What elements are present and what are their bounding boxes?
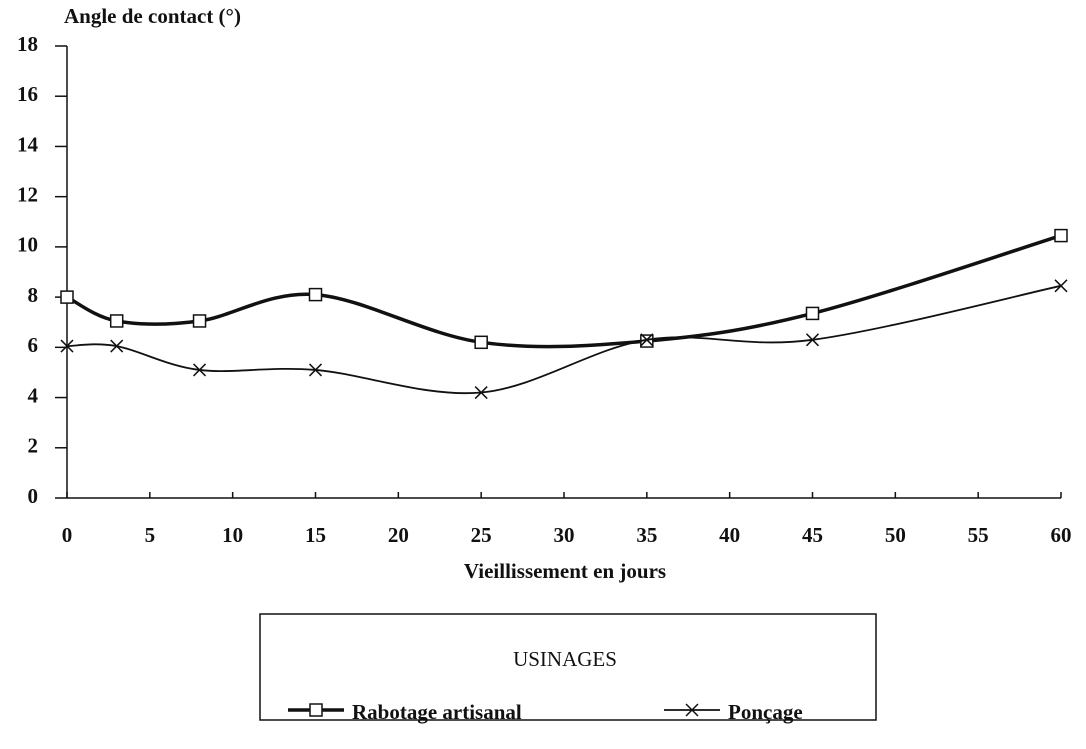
x-tick-label: 10 xyxy=(222,523,243,547)
marker-square xyxy=(109,314,124,328)
y-tick-label: 4 xyxy=(28,383,39,407)
legend-title: USINAGES xyxy=(513,647,617,671)
legend-label: Ponçage xyxy=(728,700,803,724)
marker-x xyxy=(474,386,488,400)
marker-x xyxy=(805,333,820,347)
x-tick-label: 30 xyxy=(554,523,575,547)
marker-x xyxy=(110,339,124,353)
x-axis-label: Vieillissement en jours xyxy=(464,559,666,583)
x-tick-label: 45 xyxy=(802,523,823,547)
marker-square xyxy=(308,287,323,302)
marker-x xyxy=(193,363,207,377)
marker-square xyxy=(60,290,74,304)
x-tick-label: 15 xyxy=(305,523,326,547)
marker-x xyxy=(60,339,74,353)
y-axis-label: Angle de contact (°) xyxy=(64,4,241,28)
marker-x xyxy=(308,363,323,377)
marker-square xyxy=(1054,228,1068,243)
marker-x xyxy=(1054,279,1068,293)
marker-square xyxy=(474,335,488,350)
series-line xyxy=(66,284,1062,395)
x-tick-label: 60 xyxy=(1051,523,1072,547)
y-tick-label: 18 xyxy=(17,32,38,56)
x-tick-label: 5 xyxy=(145,523,156,547)
y-tick-label: 12 xyxy=(17,182,38,206)
marker-square xyxy=(309,703,323,717)
series-line xyxy=(66,233,1062,349)
y-tick-label: 0 xyxy=(28,484,39,508)
y-tick-label: 14 xyxy=(17,132,39,156)
x-tick-label: 40 xyxy=(719,523,740,547)
legend-label: Rabotage artisanal xyxy=(352,700,522,724)
y-tick-label: 10 xyxy=(17,233,38,257)
x-tick-label: 0 xyxy=(62,523,73,547)
x-tick-label: 35 xyxy=(636,523,657,547)
y-tick-label: 6 xyxy=(28,333,39,357)
y-tick-label: 8 xyxy=(28,283,39,307)
x-tick-label: 25 xyxy=(471,523,492,547)
x-tick-label: 50 xyxy=(885,523,906,547)
marker-x xyxy=(640,333,654,347)
marker-square xyxy=(805,306,820,321)
x-tick-label: 55 xyxy=(968,523,989,547)
marker-square xyxy=(192,314,207,328)
legend-box xyxy=(259,613,877,721)
marker-x xyxy=(685,703,699,717)
x-tick-label: 20 xyxy=(388,523,409,547)
y-tick-label: 16 xyxy=(17,82,38,106)
y-tick-label: 2 xyxy=(28,434,39,458)
